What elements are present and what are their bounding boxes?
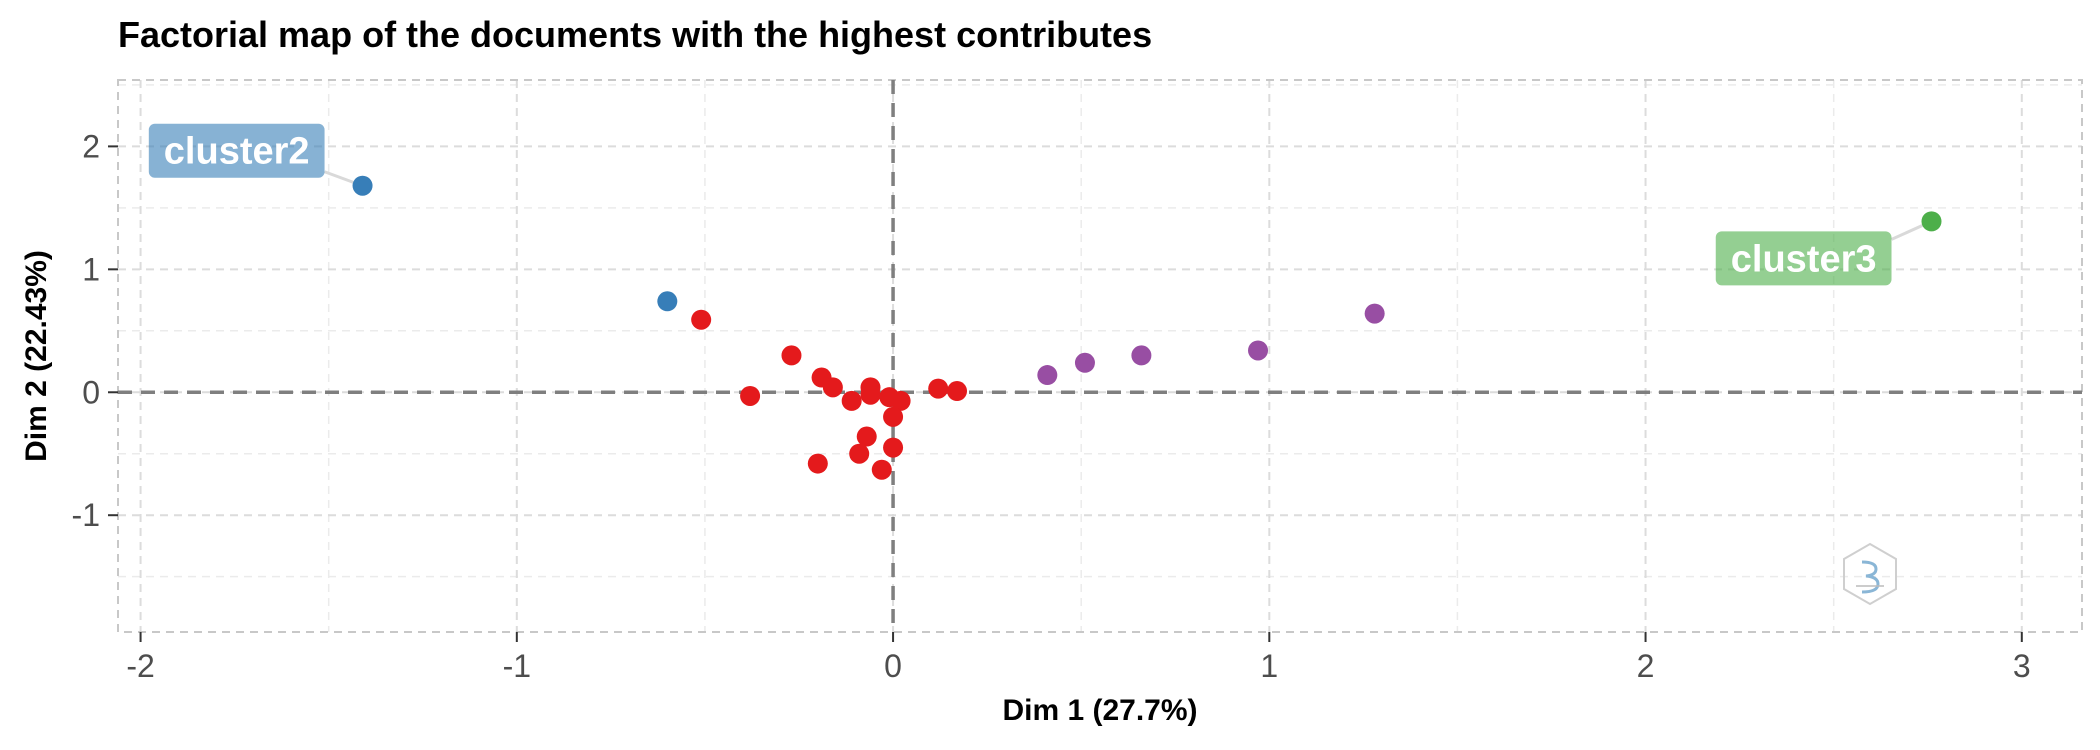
bibliometrix-logo-icon <box>1843 542 1897 606</box>
y-tick-label: -1 <box>72 497 100 533</box>
x-tick-label: -1 <box>503 648 531 684</box>
data-point <box>1131 345 1152 366</box>
data-point <box>1074 352 1095 373</box>
data-point <box>740 385 761 406</box>
y-axis: -1 0 1 2 <box>72 128 118 533</box>
cluster-label: cluster2 <box>148 123 325 178</box>
data-point <box>781 345 802 366</box>
y-tick-label: 2 <box>82 128 100 164</box>
data-point <box>928 378 949 399</box>
panel-border-rect <box>117 79 2083 633</box>
y-axis-title: Dim 2 (22.43%) <box>20 250 53 462</box>
data-point <box>871 459 892 480</box>
data-point <box>1364 303 1385 324</box>
cluster-label-box <box>148 123 325 178</box>
reference-lines <box>118 80 2082 632</box>
data-point <box>352 175 373 196</box>
panel-border <box>117 79 2083 633</box>
data-point <box>890 390 911 411</box>
data-point <box>860 384 881 405</box>
logo-hexagon <box>1843 542 1897 606</box>
data-point <box>1248 340 1269 361</box>
chart-title: Factorial map of the documents with the … <box>118 14 1152 55</box>
x-tick-label: -2 <box>126 648 154 684</box>
x-tick-label: 3 <box>2013 648 2031 684</box>
data-point <box>1921 211 1942 232</box>
data-point <box>657 291 678 312</box>
grid-lines <box>118 80 2082 632</box>
data-point <box>883 406 904 427</box>
cluster-labels: cluster2 cluster3 <box>148 123 1892 286</box>
x-tick-label: 2 <box>1637 648 1655 684</box>
y-tick-label: 1 <box>82 251 100 287</box>
data-point <box>691 309 712 330</box>
data-point <box>856 426 877 447</box>
data-points <box>352 175 1942 480</box>
cluster-label-text: cluster2 <box>164 131 310 173</box>
logo-glyph <box>1861 560 1880 594</box>
data-point <box>883 437 904 458</box>
x-tick-label: 1 <box>1260 648 1278 684</box>
data-point <box>1037 365 1058 386</box>
data-point <box>841 390 862 411</box>
data-point <box>822 377 843 398</box>
x-tick-label: 0 <box>884 648 902 684</box>
data-point <box>947 381 968 402</box>
cluster-label: cluster3 <box>1715 231 1892 286</box>
x-axis-title: Dim 1 (27.7%) <box>1002 694 1197 727</box>
y-tick-label: 0 <box>82 374 100 410</box>
x-axis: -2 -1 0 1 2 3 <box>126 632 2031 684</box>
cluster-label-box <box>1715 231 1892 286</box>
data-point <box>849 443 870 464</box>
label-connectors <box>324 170 1933 241</box>
data-point <box>807 453 828 474</box>
cluster-label-text: cluster3 <box>1731 238 1877 280</box>
